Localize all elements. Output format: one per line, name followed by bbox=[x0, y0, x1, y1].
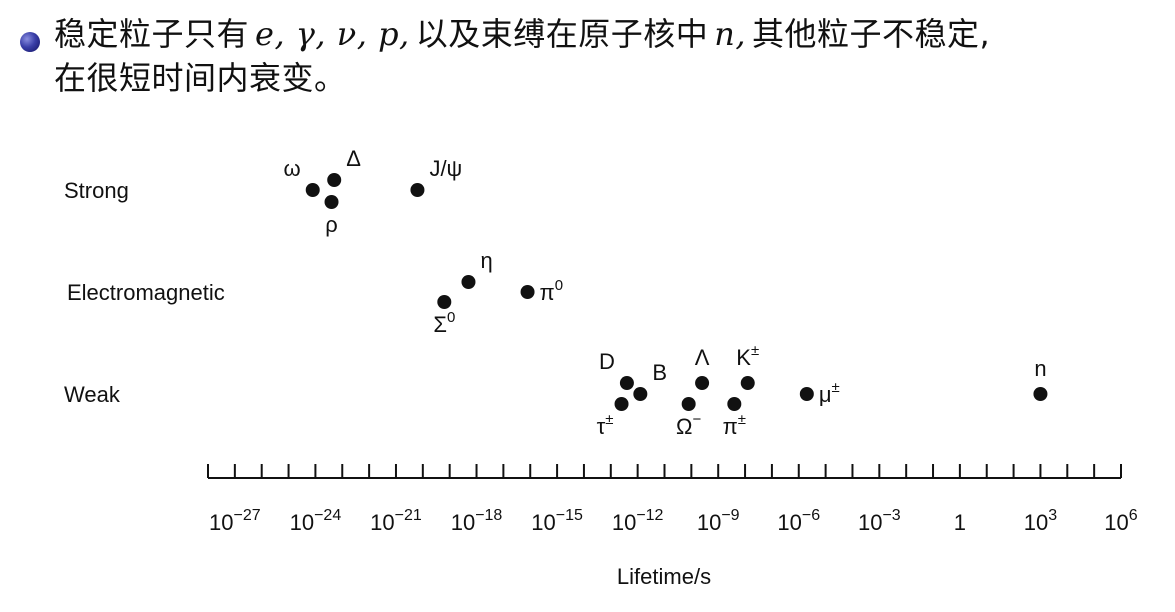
point-label: n bbox=[1034, 356, 1046, 381]
bullet-text: 稳定粒子只有 e, γ, ν, p, 以及束缚在原子核中 n, 其他粒子不稳定, 在很短… bbox=[54, 12, 990, 100]
data-points: ω Δρ J/ψ η Σ0 π0 D Bτ± Λ Ω− K± π± μ± n bbox=[284, 146, 1048, 439]
math-neutron: n, bbox=[714, 15, 747, 53]
point-label: Σ0 bbox=[433, 309, 455, 337]
tick-label: 103 bbox=[1024, 507, 1057, 535]
category-label-weak: Weak bbox=[64, 382, 121, 407]
text-others-unstable: 其他粒子不稳定, bbox=[752, 15, 991, 53]
text-bound-in-nucleus: 以及束缚在原子核中 bbox=[415, 15, 709, 53]
point-label: ω bbox=[284, 156, 301, 181]
point-label: Ω− bbox=[676, 411, 701, 439]
point-label: η bbox=[480, 248, 492, 273]
tick-label: 10−3 bbox=[858, 507, 901, 535]
data-point bbox=[437, 295, 452, 309]
data-point bbox=[633, 387, 648, 401]
data-point bbox=[740, 376, 755, 390]
tick-label: 10−21 bbox=[370, 507, 422, 535]
tick-label: 10−15 bbox=[531, 507, 583, 535]
point-label: B bbox=[652, 360, 667, 385]
tick-label: 10−6 bbox=[777, 507, 820, 535]
tick-label: 10−27 bbox=[209, 507, 261, 535]
data-point bbox=[324, 195, 339, 209]
tick-label: 10−12 bbox=[612, 507, 664, 535]
tick-label: 10−9 bbox=[697, 507, 740, 535]
point-label: D bbox=[599, 349, 615, 374]
bullet-ball-icon bbox=[20, 32, 40, 52]
data-point bbox=[727, 397, 742, 411]
tick-label: 1 bbox=[954, 510, 966, 535]
bullet-line-2: 在很短时间内衰变。 bbox=[54, 59, 347, 97]
x-axis: 10−27 10−24 10−21 10−18 10−15 10−12 10−9 10−6 10… bbox=[207, 464, 1138, 535]
point-label: ρ bbox=[325, 212, 338, 237]
data-point bbox=[695, 376, 710, 390]
point-label: Δ bbox=[346, 146, 361, 171]
data-point bbox=[461, 275, 476, 289]
x-axis-label: Lifetime/s bbox=[617, 564, 711, 589]
point-label: J/ψ bbox=[429, 156, 462, 181]
data-point bbox=[799, 387, 814, 401]
point-label: π0 bbox=[540, 277, 564, 305]
data-point bbox=[327, 173, 342, 187]
point-label: μ± bbox=[819, 379, 840, 407]
data-point bbox=[520, 285, 535, 299]
point-label: Λ bbox=[695, 345, 710, 370]
data-point bbox=[1033, 387, 1048, 401]
math-stable-list: e, γ, ν, p, bbox=[255, 15, 410, 53]
data-point bbox=[410, 183, 425, 197]
text-stable-particles: 稳定粒子只有 bbox=[54, 15, 250, 53]
bullet-line-1: 稳定粒子只有 e, γ, ν, p, 以及束缚在原子核中 n, 其他粒子不稳定, bbox=[54, 12, 990, 56]
category-labels: Strong Electromagnetic Weak bbox=[64, 178, 225, 407]
data-point bbox=[305, 183, 320, 197]
category-label-electromagnetic: Electromagnetic bbox=[67, 280, 225, 305]
point-label: K± bbox=[736, 342, 759, 370]
category-label-strong: Strong bbox=[64, 178, 129, 203]
data-point bbox=[681, 397, 696, 411]
data-point bbox=[619, 376, 634, 390]
data-point bbox=[614, 397, 629, 411]
tick-label: 10−24 bbox=[290, 507, 342, 535]
point-label: π± bbox=[723, 411, 746, 439]
tick-label: 106 bbox=[1104, 507, 1137, 535]
point-label: τ± bbox=[597, 411, 614, 439]
tick-label: 10−18 bbox=[451, 507, 503, 535]
